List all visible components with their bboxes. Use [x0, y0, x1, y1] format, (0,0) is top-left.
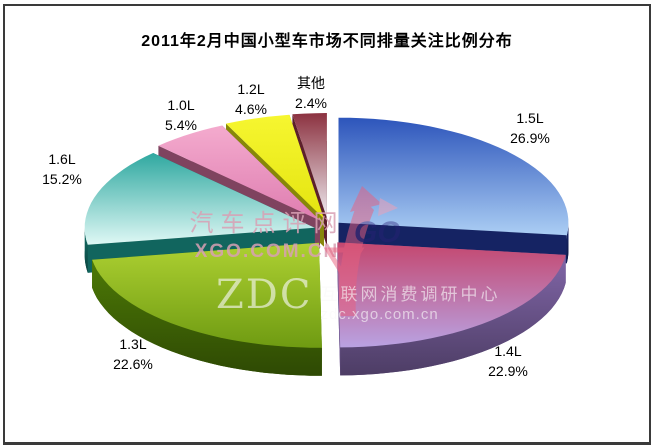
slice-label-其他: 其他 2.4%: [295, 75, 327, 111]
pie-slice-1.5L: [338, 117, 569, 236]
pie-slice-1.3L: [92, 242, 322, 348]
xgo-site-url: XGO.COM.CN: [194, 241, 340, 262]
slice-label-1.0L: 1.0L 5.4%: [165, 97, 197, 133]
pie-slice-1.2L: [226, 114, 324, 219]
pie-slice-1.4L: [340, 254, 566, 376]
pie-slice-1.4L: [337, 242, 341, 376]
slice-label-1.5L: 1.5L 26.9%: [510, 110, 550, 146]
slice-label-1.2L: 1.2L 4.6%: [235, 81, 267, 117]
zdc-logo-text: ZDC: [216, 272, 313, 318]
pie-slice-1.6L: [84, 153, 315, 245]
pie-slice-1.5L: [566, 222, 569, 264]
zdc-watermark: ZDC 互联网消费调研中心 zdc.xgo.com.cn: [216, 272, 501, 323]
pie-slice-1.3L: [92, 259, 322, 376]
zdc-url: zdc.xgo.com.cn: [320, 306, 439, 323]
pie-slice-1.0L: [158, 125, 320, 221]
xgo-logo-go-text: GO: [354, 216, 401, 249]
pie-slice-1.4L: [337, 242, 566, 348]
chart-title: 2011年2月中国小型车市场不同排量关注比例分布: [141, 33, 513, 50]
xgo-site-name: 汽车点评网: [189, 210, 345, 237]
zdc-center-name: 互联网消费调研中心: [320, 285, 501, 304]
slice-label-1.4L: 1.4L 22.9%: [488, 343, 528, 379]
slice-label-1.6L: 1.6L 15.2%: [42, 151, 82, 187]
xgo-logo-arrow-icon: GO: [323, 186, 401, 316]
pie-slice-1.6L: [84, 227, 88, 273]
xgo-watermark: 汽车点评网 XGO.COM.CN: [190, 203, 345, 263]
slice-label-1.3L: 1.3L 22.6%: [113, 336, 153, 372]
pie-slice-其他: [292, 113, 327, 218]
